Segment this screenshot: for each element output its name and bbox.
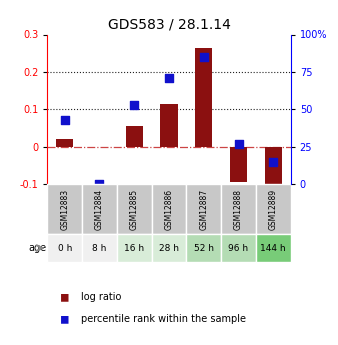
Text: age: age <box>28 243 47 253</box>
Bar <box>117 234 152 262</box>
Point <box>271 159 276 165</box>
Text: GSM12883: GSM12883 <box>60 188 69 229</box>
Point <box>201 54 207 60</box>
Text: 8 h: 8 h <box>92 244 107 253</box>
Bar <box>221 184 256 234</box>
Bar <box>47 184 82 234</box>
Bar <box>256 234 291 262</box>
Text: log ratio: log ratio <box>81 292 121 302</box>
Text: GSM12887: GSM12887 <box>199 188 208 229</box>
Text: 144 h: 144 h <box>261 244 286 253</box>
Text: 96 h: 96 h <box>228 244 248 253</box>
Bar <box>47 234 82 262</box>
Text: 28 h: 28 h <box>159 244 179 253</box>
Bar <box>221 234 256 262</box>
Bar <box>82 184 117 234</box>
Bar <box>117 184 152 234</box>
Point <box>97 181 102 187</box>
Bar <box>160 104 178 147</box>
Bar <box>125 126 143 147</box>
Bar <box>265 147 282 184</box>
Bar <box>82 234 117 262</box>
Point <box>166 75 172 81</box>
Bar <box>152 184 186 234</box>
Text: ■: ■ <box>61 290 68 303</box>
Text: ■: ■ <box>61 313 68 326</box>
Text: GSM12888: GSM12888 <box>234 188 243 229</box>
Text: 52 h: 52 h <box>194 244 214 253</box>
Bar <box>56 139 73 147</box>
Text: GSM12889: GSM12889 <box>269 188 278 229</box>
Bar <box>195 48 213 147</box>
Text: GSM12884: GSM12884 <box>95 188 104 229</box>
Text: 0 h: 0 h <box>57 244 72 253</box>
Text: percentile rank within the sample: percentile rank within the sample <box>81 314 246 324</box>
Point <box>62 117 67 122</box>
Text: GSM12886: GSM12886 <box>165 188 173 229</box>
Bar <box>256 184 291 234</box>
Point <box>131 102 137 108</box>
Title: GDS583 / 28.1.14: GDS583 / 28.1.14 <box>107 18 231 32</box>
Point <box>236 141 241 147</box>
Text: GSM12885: GSM12885 <box>130 188 139 229</box>
Bar <box>230 147 247 182</box>
Text: 16 h: 16 h <box>124 244 144 253</box>
Bar <box>186 184 221 234</box>
Bar <box>186 234 221 262</box>
Bar <box>152 234 186 262</box>
